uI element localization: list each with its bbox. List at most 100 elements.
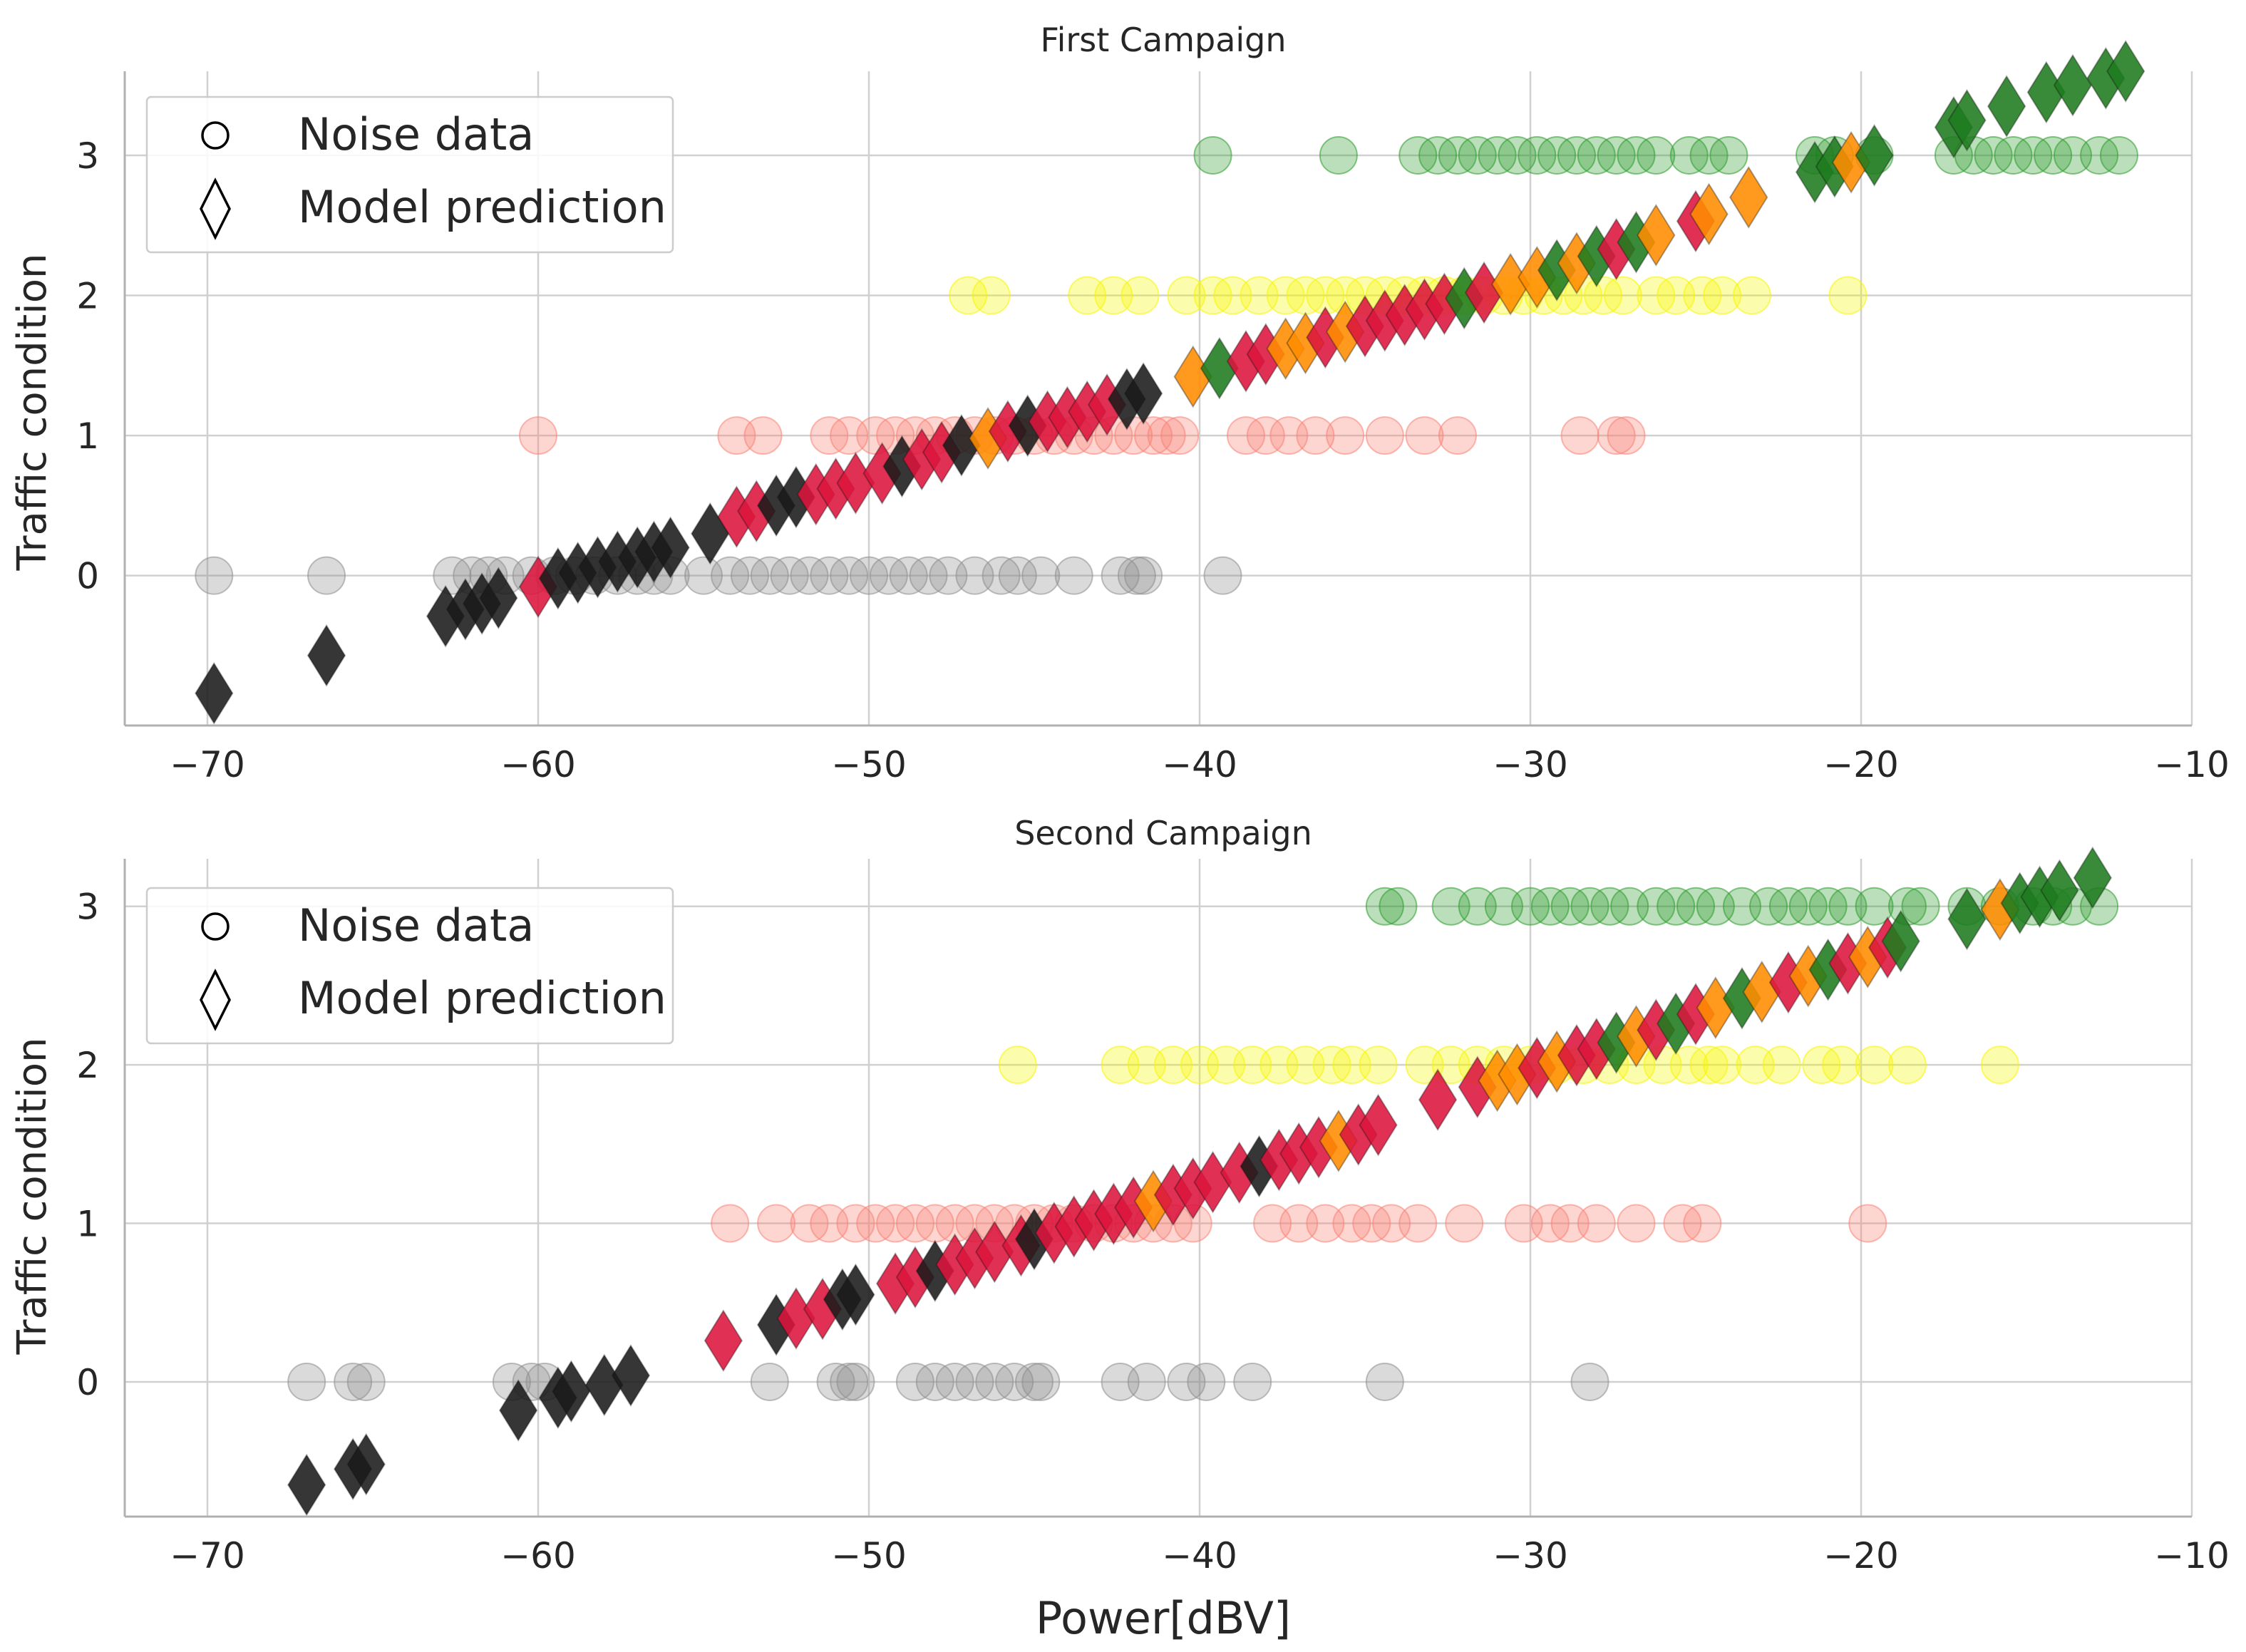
noise-data-point [1127,1046,1166,1085]
model-prediction-point [1729,166,1768,229]
noise-data-point [1379,887,1418,926]
noise-data-point [1187,1362,1226,1401]
noise-data-point [1398,135,1438,175]
noise-data-point [1749,887,1788,926]
noise-data-point [895,1362,934,1401]
noise-data-point [1689,135,1729,175]
second-campaign-axes: −70 −60 −50 −40 −30 −20 −10 0 1 2 3 [76,859,2230,1576]
noise-data-point [1405,1046,1444,1085]
noise-data-point [830,416,869,455]
noise-data-point [743,416,783,455]
noise-data-point [1722,887,1761,926]
noise-data-point [1736,1046,1775,1085]
noise-data-point [1855,887,1894,926]
noise-data-point [1124,556,1163,595]
noise-data-point [1431,887,1470,926]
noise-data-point [869,556,908,595]
noise-data-point [876,1204,915,1243]
noise-data-point [1669,135,1709,175]
noise-data-point [915,1362,954,1401]
noise-data-point [1213,276,1252,315]
noise-data-point [307,556,346,595]
legend-circle-marker [201,912,230,941]
model-prediction-point [836,1263,875,1326]
noise-data-point [346,1362,386,1401]
noise-data-point [1980,1046,2019,1085]
noise-data-point [1822,1046,1861,1085]
noise-data-point [1167,276,1206,315]
noise-data-point [334,1362,373,1401]
noise-data-point [1127,1362,1166,1401]
noise-data-point [1134,416,1173,455]
noise-data-point [1669,1046,1709,1085]
first-campaign-panel: −70 −60 −50 −40 −30 −20 −10 0 1 2 3 First Campaign… [9,21,2230,785]
noise-data-point [1153,1046,1192,1085]
second-campaign-panel: −70 −60 −50 −40 −30 −20 −10 0 1 2 3 Second Campaig… [9,814,2230,1644]
noise-data-point [1259,1046,1299,1085]
noise-data-point [810,416,849,455]
y-tick-label: 2 [76,276,99,317]
noise-data-point [929,556,968,595]
noise-data-point [1570,1362,1609,1401]
noise-data-point [1683,1204,1722,1243]
model-prediction-point [2073,846,2112,909]
noise-data-point [1560,416,1599,455]
noise-data-point [1233,1046,1272,1085]
noise-data-point [1597,135,1636,175]
noise-data-point [1246,416,1285,455]
noise-data-point [287,1362,326,1401]
model-prediction-point [195,661,234,725]
y-tick-label: 2 [76,1045,99,1086]
noise-data-point [750,556,789,595]
legend-label-noise-data: Noise data [298,899,534,951]
noise-data-point [1657,887,1696,926]
noise-data-point [750,1362,789,1401]
model-prediction-point [346,1432,386,1496]
noise-data-point [810,1204,849,1243]
noise-data-point [1332,1204,1371,1243]
second-campaign-points [287,846,2119,1517]
noise-data-point [1550,1204,1590,1243]
noise-data-point [856,1204,895,1243]
noise-data-point [770,556,809,595]
noise-data-point [2099,135,2138,175]
noise-data-point [995,1362,1034,1401]
noise-data-point [1607,416,1646,455]
noise-data-point [1703,1046,1742,1085]
noise-data-point [1240,276,1279,315]
noise-data-point [1828,887,1868,926]
noise-data-point [1768,887,1808,926]
x-tick-label: −30 [1493,1535,1568,1576]
noise-data-point [810,556,849,595]
noise-data-point [1657,276,1696,315]
noise-data-point [2080,135,2119,175]
y-tick-label: 1 [76,415,99,457]
noise-data-point [1431,1046,1470,1085]
noise-data-point [935,1362,974,1401]
noise-data-point [1068,276,1107,315]
noise-data-point [1974,135,2013,175]
noise-data-point [1193,135,1232,175]
noise-data-point [717,416,756,455]
noise-data-point [1550,887,1590,926]
noise-data-point [1193,276,1232,315]
noise-data-point [1584,276,1623,315]
noise-data-point [1253,1204,1292,1243]
first-campaign-legend: Noise data Model prediction [145,95,674,254]
model-prediction-point [2053,53,2093,117]
noise-data-point [1530,1204,1570,1243]
noise-data-point [909,556,948,595]
noise-data-point [1438,416,1477,455]
legend-frame [145,887,674,1045]
noise-data-point [1405,416,1444,455]
noise-data-point [1683,276,1722,315]
legend-circle-marker [201,121,230,150]
noise-data-point [856,416,895,455]
noise-data-point [1689,1046,1729,1085]
noise-data-point [949,276,988,315]
second-campaign-xlabel: Power[dBV] [1036,1592,1291,1644]
noise-data-point [1709,135,1748,175]
noise-data-point [1445,1204,1484,1243]
second-campaign-ylabel: Traffic condition [9,1038,56,1356]
noise-data-point [1160,416,1200,455]
